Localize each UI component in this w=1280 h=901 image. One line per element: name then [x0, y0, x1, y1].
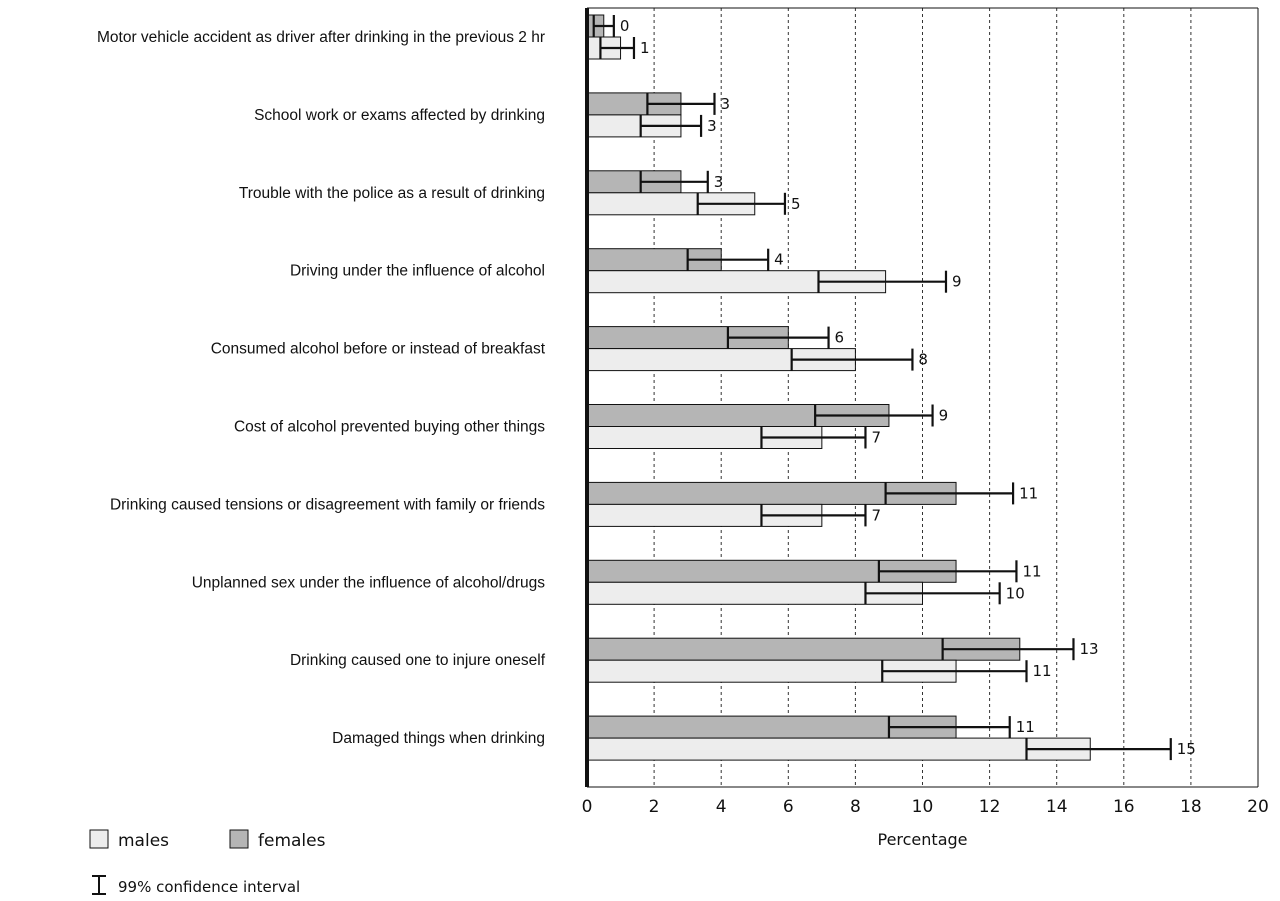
category-label: Consumed alcohol before or instead of br… — [211, 341, 546, 358]
legend-swatch-males — [89, 829, 109, 849]
x-tick-label: 6 — [783, 797, 794, 817]
data-label-females: 4 — [774, 251, 784, 269]
category-label: Unplanned sex under the influence of alc… — [192, 574, 546, 591]
plot-frame — [585, 7, 1259, 788]
x-tick-label: 12 — [979, 797, 1001, 817]
data-label-males: 8 — [918, 351, 928, 369]
bar-males — [586, 737, 1091, 761]
category-label: Drinking caused tensions or disagreement… — [110, 496, 545, 513]
category-label: Motor vehicle accident as driver after d… — [97, 29, 545, 46]
x-tick-label: 18 — [1180, 797, 1202, 817]
data-label-females: 13 — [1079, 640, 1098, 658]
category-label: School work or exams affected by drinkin… — [254, 107, 545, 124]
data-label-males: 11 — [1033, 662, 1052, 680]
category-label: Drinking caused one to injure oneself — [290, 652, 546, 669]
data-label-females: 9 — [939, 407, 949, 425]
x-tick-label: 4 — [716, 797, 727, 817]
x-axis-ticks: 0 2 4 6 8 10 12 14 16 18 20 — [582, 797, 1269, 817]
data-label-males: 7 — [871, 429, 881, 447]
data-label-males: 5 — [791, 195, 801, 213]
legend-label-males: males — [118, 831, 169, 851]
legend-label-females: females — [258, 831, 326, 851]
data-label-males: 10 — [1006, 584, 1025, 602]
x-tick-label: 0 — [582, 797, 593, 817]
x-tick-label: 10 — [912, 797, 934, 817]
category-label: Driving under the influence of alcohol — [290, 263, 545, 280]
legend-label-confidence-interval: 99% confidence interval — [118, 878, 300, 896]
category-labels: Motor vehicle accident as driver after d… — [97, 29, 546, 747]
data-label-females: 6 — [835, 329, 845, 347]
x-tick-label: 16 — [1113, 797, 1135, 817]
x-tick-label: 14 — [1046, 797, 1068, 817]
data-label-females: 11 — [1016, 718, 1035, 736]
data-label-males: 3 — [707, 117, 717, 135]
x-tick-label: 8 — [850, 797, 861, 817]
data-label-males: 7 — [871, 506, 881, 524]
category-label: Cost of alcohol prevented buying other t… — [234, 419, 545, 436]
data-label-females: 3 — [714, 173, 724, 191]
data-label-females: 3 — [720, 95, 730, 113]
data-label-females: 11 — [1019, 484, 1038, 502]
legend-swatch-females — [229, 829, 249, 849]
data-label-males: 15 — [1177, 740, 1196, 758]
data-label-females: 11 — [1022, 562, 1041, 580]
data-label-females: 0 — [620, 17, 630, 35]
x-axis-title: Percentage — [877, 830, 967, 849]
x-tick-label: 20 — [1247, 797, 1269, 817]
category-label: Damaged things when drinking — [332, 730, 545, 747]
data-label-males: 1 — [640, 39, 650, 57]
legend: males females 99% confidence interval — [89, 829, 326, 896]
category-label: Trouble with the police as a result of d… — [239, 185, 545, 202]
x-tick-label: 2 — [649, 797, 660, 817]
data-label-males: 9 — [952, 273, 962, 291]
